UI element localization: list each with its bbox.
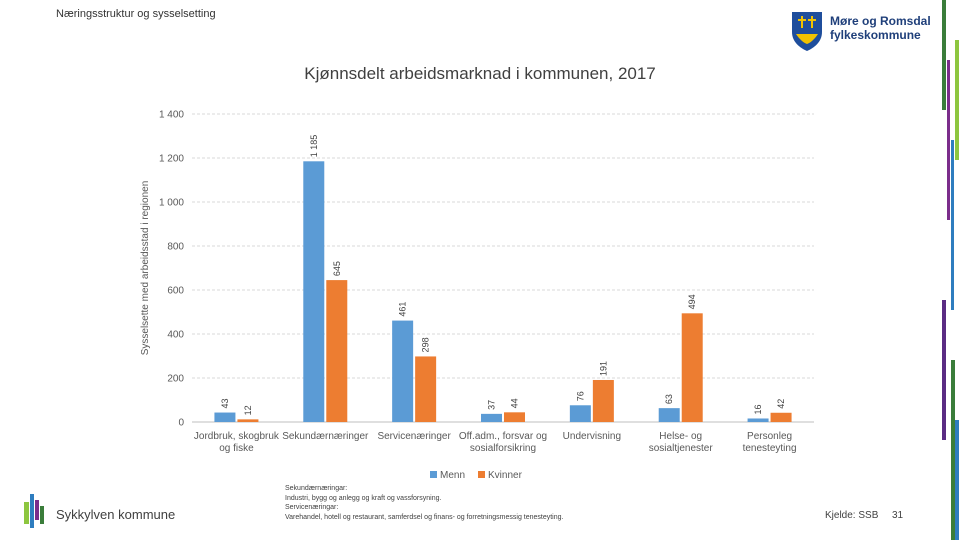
x-tick-label: Servicenæringer (377, 431, 451, 442)
data-label: 494 (687, 294, 697, 309)
legend-label: Kvinner (488, 470, 523, 481)
footnotes: Sekundærnæringar: Industri, bygg og anle… (285, 484, 563, 522)
bar-kvinner (504, 412, 525, 422)
page-number: 31 (892, 510, 904, 521)
bar-kvinner (237, 419, 259, 422)
source-label: Kjelde: SSB (825, 510, 879, 521)
bar-menn (658, 408, 680, 422)
data-label: 461 (398, 302, 408, 317)
note-line: Sekundærnæringar: (285, 485, 348, 492)
bar-menn (303, 161, 325, 423)
county-logo: Møre og Romsdal fylkeskommune (790, 10, 940, 56)
data-label: 16 (753, 404, 763, 414)
data-label: 44 (510, 398, 520, 408)
y-tick-label: 1 000 (159, 198, 184, 209)
data-label: 12 (243, 405, 253, 415)
y-tick-label: 600 (167, 286, 184, 297)
logo-line-1: Møre og Romsdal (830, 14, 931, 28)
logo-line-2: fylkeskommune (830, 28, 921, 42)
data-label: 76 (575, 391, 585, 401)
x-tick-label: sosialtjenester (649, 443, 714, 454)
x-tick-label: Undervisning (563, 431, 621, 442)
bar-menn (747, 418, 769, 422)
y-tick-label: 0 (178, 418, 184, 429)
note-line: Industri, bygg og anlegg og kraft og vas… (285, 494, 442, 502)
coat-of-arms-icon (792, 12, 822, 51)
legend-swatch (430, 471, 437, 478)
y-tick-label: 400 (167, 330, 184, 341)
bar-menn (481, 413, 502, 422)
bar-kvinner (415, 356, 437, 422)
x-tick-label: Personleg (747, 431, 792, 442)
decorative-side-stripes (942, 0, 959, 540)
data-label: 42 (776, 399, 786, 409)
bar-kvinner (770, 412, 792, 422)
data-label: 43 (220, 399, 230, 409)
note-line: Servicenæringar: (285, 504, 339, 511)
x-tick-label: sosialforsikring (470, 443, 536, 454)
x-tick-label: Sekundærnæringer (282, 431, 369, 442)
municipality-mark-icon (24, 494, 44, 528)
x-tick-label: Off.adm., forsvar og (459, 431, 547, 442)
y-tick-label: 1 200 (159, 154, 184, 165)
y-axis-label: Sysselsette med arbeidsstad i regionen (140, 181, 151, 356)
bar-menn (214, 412, 236, 422)
data-label: 645 (332, 261, 342, 276)
x-tick-label: Helse- og (659, 431, 702, 442)
x-tick-label: tenesteyting (743, 443, 797, 454)
legend-label: Menn (440, 470, 465, 481)
chart-title: Kjønnsdelt arbeidsmarknad i kommunen, 20… (304, 64, 656, 83)
bar-kvinner (592, 379, 614, 422)
y-tick-label: 800 (167, 242, 184, 253)
bar-kvinner (326, 280, 348, 422)
x-tick-label: og fiske (219, 443, 254, 454)
data-label: 63 (664, 394, 674, 404)
data-label: 298 (421, 337, 431, 352)
section-title: Næringsstruktur og sysselsetting (56, 8, 216, 20)
municipality-name: Sykkylven kommune (56, 507, 176, 522)
legend-swatch (478, 471, 485, 478)
bar-kvinner (681, 313, 703, 422)
x-tick-label: Jordbruk, skogbruk (194, 431, 280, 442)
y-tick-label: 1 400 (159, 110, 184, 121)
note-line: Varehandel, hotell og restaurant, samfer… (285, 513, 564, 521)
y-tick-label: 200 (167, 374, 184, 385)
bar-menn (569, 405, 591, 422)
data-label: 37 (487, 400, 497, 410)
data-label: 191 (598, 361, 608, 376)
data-label: 1 185 (309, 135, 319, 158)
bar-menn (392, 320, 414, 422)
